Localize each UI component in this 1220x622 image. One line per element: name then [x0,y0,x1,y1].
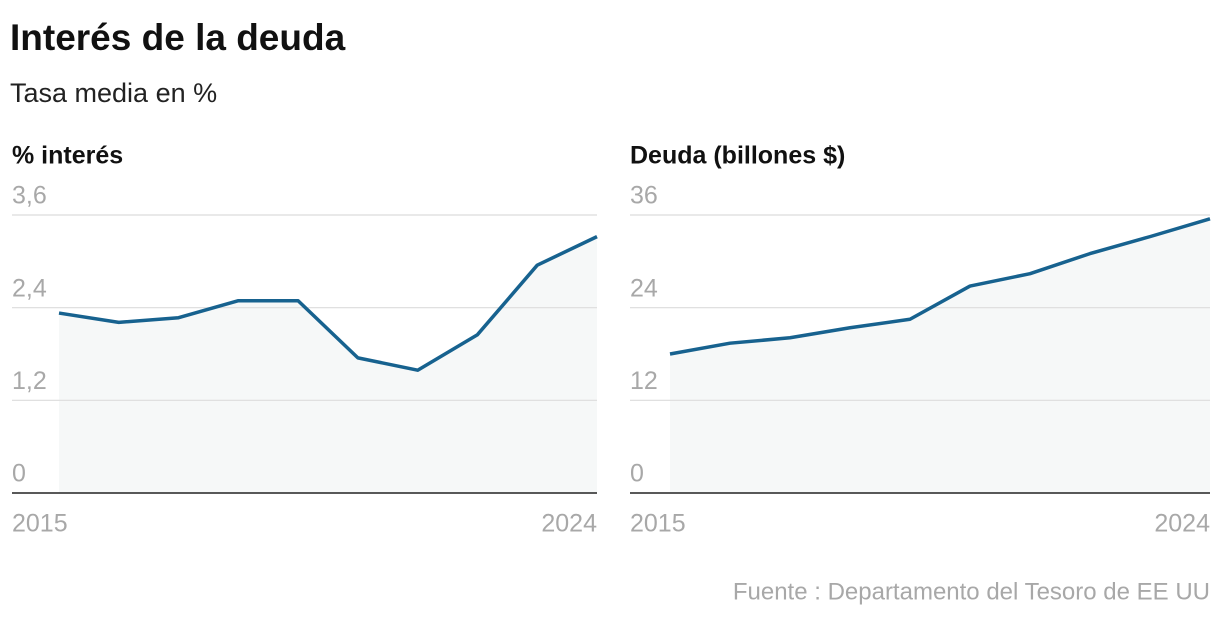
area [670,218,1210,493]
x-tick-label: 2015 [12,510,68,538]
x-tick-label: 2024 [541,510,597,538]
subtitle: Tasa media en % [10,78,217,108]
line [669,217,1211,356]
y-tick-label: 0 [630,460,644,488]
panel-title: Deuda (billones $) [630,142,845,170]
y-tick-label: 2,4 [12,274,47,302]
area [59,236,597,493]
y-tick-label: 12 [630,367,658,395]
y-tick-label: 1,2 [12,367,47,395]
y-tick-label: 36 [630,182,658,210]
page-title: Interés de la deuda [10,17,346,58]
line [58,235,598,372]
y-tick-label: 0 [12,460,26,488]
x-tick-label: 2024 [1154,510,1210,538]
x-tick-label: 2015 [630,510,686,538]
y-tick-label: 24 [630,274,658,302]
source: Fuente : Departamento del Tesoro de EE U… [733,578,1210,605]
y-tick-label: 3,6 [12,182,47,210]
panel-title: % interés [12,142,123,170]
